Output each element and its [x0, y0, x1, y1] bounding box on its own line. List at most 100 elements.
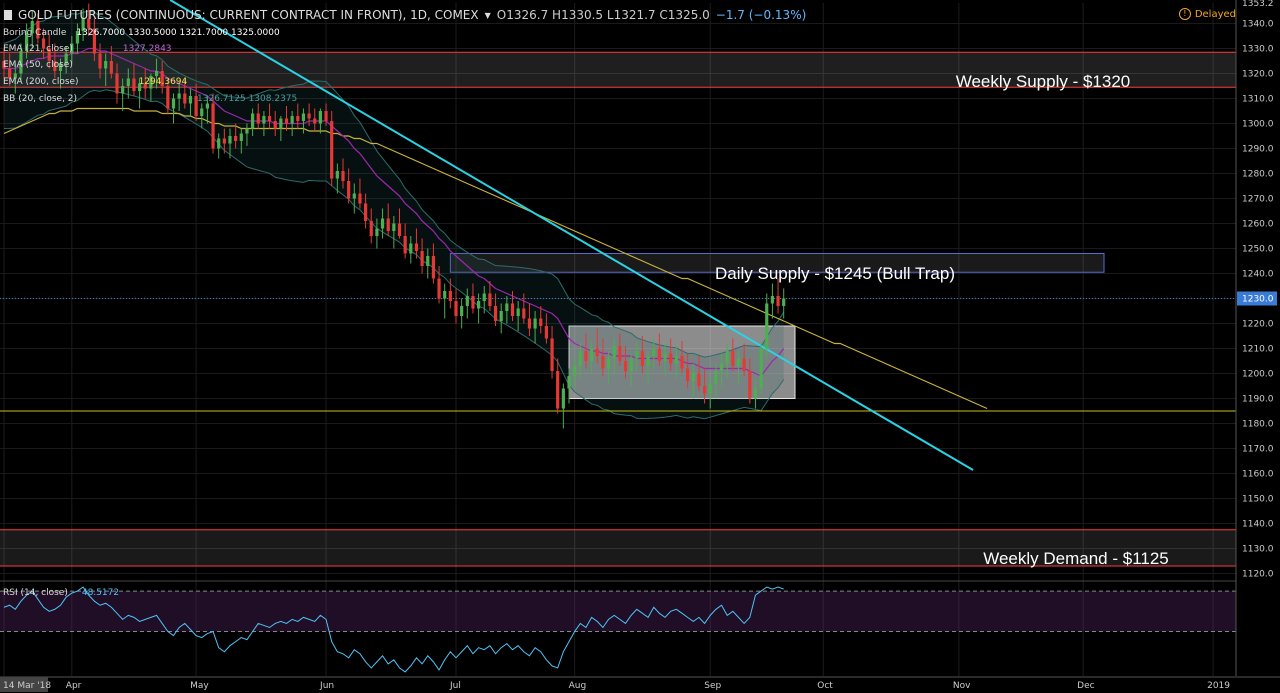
y-tick-label: 1160.0	[1242, 470, 1274, 480]
candle-body	[578, 351, 582, 366]
daily-supply-zone	[449, 253, 1105, 273]
candle-body	[121, 86, 125, 94]
y-tick-label: 1300.0	[1242, 120, 1274, 130]
candle-body	[584, 351, 588, 361]
candle-body	[160, 71, 164, 86]
candle-body	[612, 346, 616, 359]
weekly-demand-label: Weekly Demand - $1125	[983, 549, 1169, 568]
candle-body	[188, 96, 193, 104]
x-tick-label: 2019	[1207, 681, 1230, 691]
candle-body	[431, 256, 435, 279]
chevron-down-icon[interactable]: ▼	[484, 10, 491, 20]
y-tick-label: 1280.0	[1242, 170, 1274, 180]
candle-body	[595, 348, 599, 356]
candle-body	[347, 181, 351, 199]
candle-body	[64, 53, 68, 64]
y-tick-label: 1190.0	[1242, 395, 1274, 405]
candle-body	[25, 33, 29, 51]
candle-body	[200, 108, 204, 116]
y-tick-label: 1250.0	[1242, 245, 1274, 255]
candle-body	[748, 371, 752, 399]
daily-supply-label: Daily Supply - $1245 (Bull Trap)	[715, 264, 955, 283]
candle-body	[573, 366, 577, 376]
candle-body	[742, 358, 746, 371]
rsi-pane: 60.000040.000020.0000	[0, 580, 1280, 678]
candle-body	[109, 61, 113, 74]
candle-body	[414, 243, 419, 251]
indicator-row[interactable]: EMA (200, close) 1294.3694	[3, 77, 187, 87]
candle-body	[149, 76, 153, 89]
y-axis-bg	[1236, 0, 1280, 693]
candle-body	[313, 118, 317, 124]
candle-body	[680, 356, 684, 369]
candle-body	[70, 43, 74, 54]
candle-body	[527, 318, 532, 329]
candle-body	[256, 113, 260, 124]
candle-body	[601, 356, 605, 369]
x-start-badge	[0, 677, 48, 692]
candle-body	[115, 73, 119, 94]
candle-body	[364, 203, 368, 221]
trendline	[169, 0, 974, 471]
candle-body	[691, 373, 695, 381]
y-tick-label: 1290.0	[1242, 145, 1274, 155]
candle-body	[618, 346, 622, 361]
candle-body	[98, 53, 102, 69]
y-tick-label: 1270.0	[1242, 195, 1274, 205]
candle-body	[719, 363, 724, 371]
indicator-row[interactable]: EMA (50, close)	[3, 60, 83, 70]
weekly-supply-label: Weekly Supply - $1320	[956, 72, 1131, 91]
candle-body	[443, 291, 447, 299]
high-value: H1330.5	[552, 8, 604, 22]
price-badge	[1237, 291, 1277, 306]
y-tick-label: 1320.0	[1242, 70, 1274, 80]
candle-body	[369, 221, 373, 236]
candle-body	[482, 293, 486, 301]
candle-body	[222, 138, 226, 144]
candle-body	[493, 306, 498, 321]
indicator-label: EMA (21, close)	[3, 44, 73, 54]
candle-body	[296, 116, 300, 121]
candle-body	[143, 83, 147, 89]
delayed-badge[interactable]: ! Delayed	[1178, 8, 1236, 20]
candle-body	[279, 118, 283, 129]
candle-body	[194, 96, 198, 116]
candle-body	[510, 303, 515, 316]
candle-body	[765, 303, 769, 349]
candle-body	[307, 113, 311, 119]
candle-body	[251, 113, 255, 129]
candle-body	[301, 113, 306, 121]
candle-body	[126, 78, 130, 86]
candle-body	[409, 243, 413, 254]
candle-body	[561, 388, 565, 409]
x-tick-label: Apr	[66, 681, 82, 691]
candle-body	[392, 223, 396, 231]
indicator-value: 1326.7125 1308.2375	[197, 94, 298, 104]
y-tick-label: 1220.0	[1242, 320, 1274, 330]
candle-body	[284, 118, 289, 124]
y-tick-label: 1120.0	[1242, 570, 1274, 580]
bb-fill	[4, 10, 784, 419]
symbol-icon	[4, 10, 12, 20]
indicator-row[interactable]: EMA (21, close) 1327.2843	[3, 44, 172, 54]
indicator-label: EMA (50, close)	[3, 60, 73, 70]
indicator-row[interactable]: Boring Candle 1326.7000 1330.5000 1321.7…	[3, 28, 280, 38]
candle-body	[663, 353, 667, 361]
x-tick-label: May	[190, 681, 209, 691]
indicator-row[interactable]: BB (20, close, 2) 1326.7125 1308.2375	[3, 94, 297, 104]
candle-body	[516, 308, 520, 316]
x-tick-label: Jun	[319, 681, 334, 691]
candle-body	[228, 136, 232, 144]
candle-body	[420, 251, 424, 266]
candle-body	[267, 116, 272, 121]
candle-body	[318, 111, 322, 124]
symbol-title[interactable]: GOLD FUTURES (CONTINUOUS: CURRENT CONTRA…	[18, 8, 479, 22]
candle-body	[36, 21, 40, 39]
candles	[2, 3, 786, 429]
candle-body	[171, 98, 176, 109]
candle-body	[533, 318, 537, 329]
rsi-legend[interactable]: RSI (14, close) 48.5172	[3, 588, 119, 598]
candle-body	[657, 348, 661, 361]
candle-body	[273, 121, 277, 129]
x-tick-label: Oct	[817, 681, 833, 691]
